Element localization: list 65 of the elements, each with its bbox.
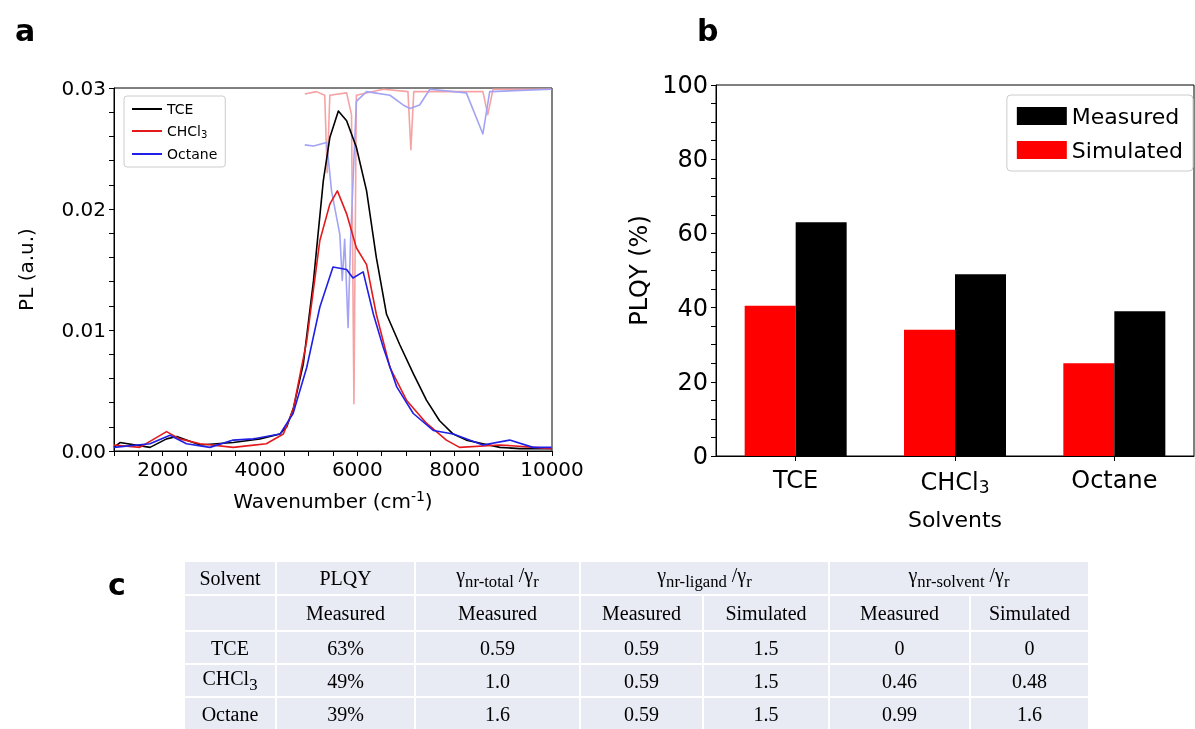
y-tick-label: 0.01 bbox=[61, 318, 106, 342]
text: 39% bbox=[276, 697, 415, 729]
line-series bbox=[303, 88, 553, 329]
y-tick-label: 0 bbox=[692, 442, 708, 470]
y-tick-label: 80 bbox=[677, 145, 708, 174]
text: 0 bbox=[970, 631, 1089, 664]
x-tick-label: Octane bbox=[1071, 466, 1158, 494]
text: Simulated bbox=[970, 595, 1089, 631]
y-tick-label: 0.02 bbox=[61, 197, 106, 221]
text: 1.5 bbox=[703, 697, 829, 729]
text: 1.5 bbox=[703, 664, 829, 697]
chart-title: a bbox=[15, 12, 36, 48]
legend-label: Measured bbox=[1071, 103, 1180, 129]
y-axis-title: PL (a.u.) bbox=[14, 228, 38, 311]
text: 1.6 bbox=[415, 697, 580, 729]
y-tick-label: 0.03 bbox=[61, 76, 106, 100]
text: CHCl$_{3}$ bbox=[184, 664, 276, 697]
x-tick-label: TCE bbox=[772, 466, 819, 494]
legend-label: CHCl3 bbox=[167, 123, 208, 140]
legend-label: Octane bbox=[167, 146, 218, 162]
text: Simulated bbox=[703, 595, 829, 631]
x-tick-label: 10000 bbox=[520, 457, 584, 481]
text: 0.99 bbox=[829, 697, 970, 729]
text: 0 bbox=[829, 631, 970, 664]
text: 63% bbox=[276, 631, 415, 664]
text: 1.6 bbox=[970, 697, 1089, 729]
text: Measured bbox=[829, 595, 970, 631]
text: 0.59 bbox=[580, 697, 703, 729]
text: Solvent bbox=[184, 561, 276, 595]
y-tick-label: 40 bbox=[677, 293, 708, 322]
y-tick-label: 0.00 bbox=[61, 439, 106, 463]
text: γ$_{nr-total}$ /γ$_{r}$ bbox=[415, 561, 580, 595]
x-tick-label: 8000 bbox=[429, 457, 481, 481]
text: Measured bbox=[415, 595, 580, 631]
bar bbox=[744, 305, 796, 456]
text: 0.59 bbox=[415, 631, 580, 664]
y-tick-label: 100 bbox=[662, 71, 708, 99]
chart-title: b bbox=[697, 12, 719, 48]
text: 49% bbox=[276, 664, 415, 697]
bar bbox=[1063, 363, 1115, 456]
x-axis-title: Solvents bbox=[907, 506, 1003, 532]
legend-label: TCE bbox=[166, 101, 194, 117]
text: 1.0 bbox=[415, 664, 580, 697]
y-tick-label: 60 bbox=[677, 219, 708, 248]
text: Measured bbox=[580, 595, 703, 631]
text: Octane bbox=[184, 697, 276, 729]
text: Measured bbox=[276, 595, 415, 631]
y-axis-title: PLQY (%) bbox=[625, 215, 654, 326]
x-tick-label: 2000 bbox=[137, 457, 189, 481]
legend-label: Simulated bbox=[1071, 137, 1183, 163]
bar bbox=[904, 329, 955, 456]
text: 0.46 bbox=[829, 664, 970, 697]
line-series bbox=[303, 88, 553, 405]
text: PLQY bbox=[276, 561, 415, 595]
text: 0.59 bbox=[580, 631, 703, 664]
text: 0.59 bbox=[580, 664, 703, 697]
text: γ$_{nr-solvent}$ /γ$_{r}$ bbox=[829, 561, 1089, 595]
text: 0.48 bbox=[970, 664, 1089, 697]
x-tick-label: 6000 bbox=[331, 457, 383, 481]
text: γ$_{nr-ligand}$ /γ$_{r}$ bbox=[580, 561, 829, 595]
text: TCE bbox=[184, 631, 276, 664]
y-tick-label: 20 bbox=[677, 367, 708, 396]
x-tick-label: 4000 bbox=[234, 457, 286, 481]
text: 1.5 bbox=[703, 631, 829, 664]
text: c bbox=[108, 567, 126, 602]
